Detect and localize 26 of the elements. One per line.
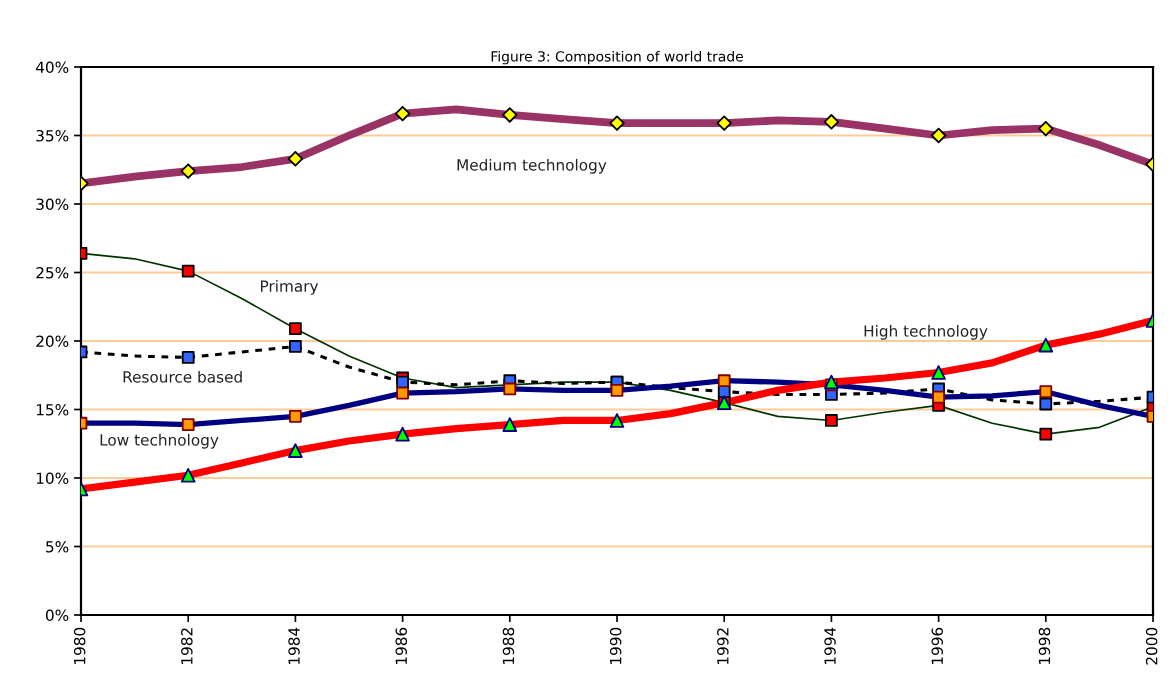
text: Medium technology <box>457 158 607 174</box>
x-tick-label: 1996 <box>931 627 944 665</box>
series-label: Low technology <box>100 433 219 449</box>
x-tick-label: 1994 <box>824 627 836 665</box>
x-tick-label: 1990 <box>609 627 622 665</box>
x-tick-label: 1986 <box>395 627 408 665</box>
x-tick-label: 1980 <box>73 627 86 665</box>
x-tick-label: 1998 <box>1038 627 1051 665</box>
y-tick-label: 10% <box>36 472 69 485</box>
y-tick-label: 30% <box>36 198 69 211</box>
x-tick-label: 1984 <box>288 627 300 665</box>
y-tick-label: 20% <box>36 335 69 348</box>
y-tick-label: 5% <box>46 540 69 553</box>
x-tick-label: 1988 <box>502 627 515 665</box>
chart-title: Figure 3: Composition of world trade <box>491 50 743 65</box>
series-label: Resource based <box>123 370 242 383</box>
x-tick-label: 2000 <box>1145 627 1158 665</box>
y-tick-label: 35% <box>36 129 69 142</box>
series-label: High technology <box>864 324 988 340</box>
series-label: Primary <box>261 280 319 295</box>
x-tick-label: 1982 <box>181 628 193 665</box>
y-tick-label: 0% <box>45 609 69 622</box>
y-tick-label: 15% <box>36 403 69 416</box>
y-tick-label: 40% <box>35 61 69 74</box>
x-tick-label: 1992 <box>717 628 729 665</box>
y-tick-label: 25% <box>36 266 69 279</box>
